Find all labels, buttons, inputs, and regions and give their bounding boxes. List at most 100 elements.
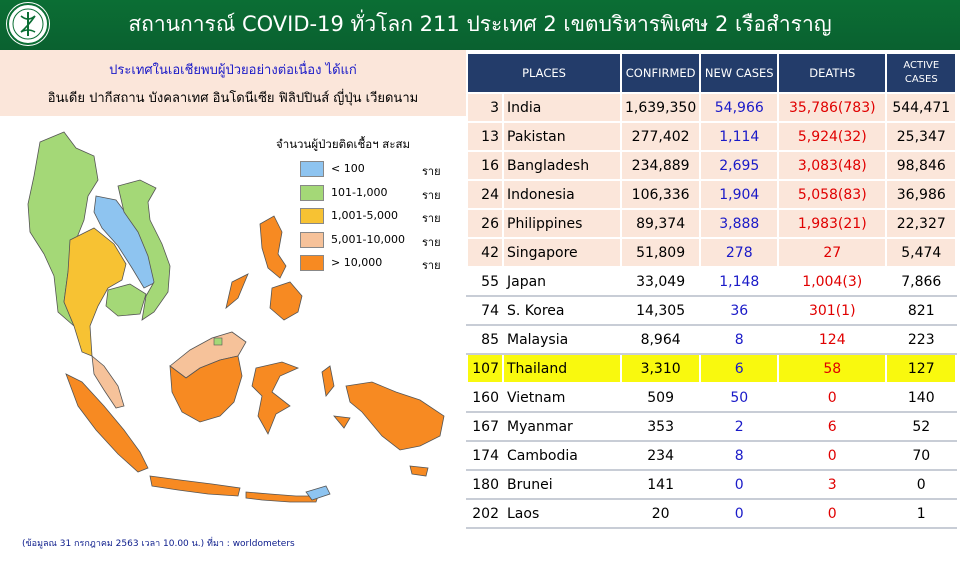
header-places: PLACES (466, 52, 622, 94)
table-row: 24 Indonesia 106,336 1,904 5,058(83) 36,986 (466, 179, 958, 210)
cell-confirmed: 106,336 (619, 179, 702, 210)
map-cambodia (105, 283, 147, 317)
legend-item: < 100 ราย (286, 159, 466, 183)
cell-rank: 16 (466, 150, 504, 181)
cell-deaths: 124 (777, 324, 888, 355)
legend-title: จำนวนผู้ป่วยติดเชื้อฯ สะสม (276, 137, 411, 151)
map-brunei (213, 337, 223, 346)
cell-place: Pakistan (502, 121, 622, 152)
cell-new-cases: 1,904 (699, 179, 780, 210)
cell-rank: 202 (466, 498, 504, 529)
cell-new-cases: 3,888 (699, 208, 780, 239)
cell-new-cases: 1,148 (699, 266, 780, 297)
legend-item: 101-1,000 ราย (286, 183, 466, 207)
map-timor-leste (305, 485, 331, 501)
header-confirmed: CONFIRMED (619, 52, 702, 94)
cell-deaths: 1,004(3) (777, 266, 888, 297)
cell-confirmed: 14,305 (619, 295, 702, 326)
cell-deaths: 1,983(21) (777, 208, 888, 239)
map-legend: จำนวนผู้ป่วยติดเชื้อฯ สะสม < 100 ราย 101… (276, 136, 466, 277)
cell-deaths: 6 (777, 411, 888, 442)
cell-new-cases: 36 (699, 295, 780, 326)
cell-active-cases: 0 (885, 469, 958, 500)
table-header-row: PLACES CONFIRMED NEW CASES DEATHS ACTIVE… (466, 52, 958, 94)
table-row: 74 S. Korea 14,305 36 301(1) 821 (466, 295, 958, 326)
cell-deaths: 5,058(83) (777, 179, 888, 210)
cell-place: Japan (502, 266, 622, 297)
cell-place: Philippines (502, 208, 622, 239)
cell-active-cases: 544,471 (885, 92, 958, 123)
cell-place: Myanmar (502, 411, 622, 442)
cell-active-cases: 7,866 (885, 266, 958, 297)
cell-active-cases: 25,347 (885, 121, 958, 152)
cell-place: Vietnam (502, 382, 622, 413)
cell-active-cases: 5,474 (885, 237, 958, 268)
cell-deaths: 3,083(48) (777, 150, 888, 181)
cell-new-cases: 278 (699, 237, 780, 268)
cell-confirmed: 234,889 (619, 150, 702, 181)
cell-rank: 174 (466, 440, 504, 471)
covid-cases-table: PLACES CONFIRMED NEW CASES DEATHS ACTIVE… (466, 52, 958, 529)
cell-active-cases: 98,846 (885, 150, 958, 181)
cell-confirmed: 141 (619, 469, 702, 500)
map-sulawesi (251, 361, 300, 435)
map-papua (345, 381, 445, 451)
intro-panel: ประเทศในเอเชียพบผู้ป่วยอย่างต่อเนื่อง ได… (0, 50, 466, 116)
table-row: 180 Brunei 141 0 3 0 (466, 469, 958, 500)
table-row: 13 Pakistan 277,402 1,114 5,924(32) 25,347 (466, 121, 958, 152)
cell-new-cases: 6 (699, 353, 780, 384)
table-row: 26 Philippines 89,374 3,888 1,983(21) 22,327 (466, 208, 958, 239)
cell-rank: 180 (466, 469, 504, 500)
table-row: 160 Vietnam 509 50 0 140 (466, 382, 958, 413)
cell-deaths: 27 (777, 237, 888, 268)
map-vietnam (117, 179, 171, 321)
cell-rank: 24 (466, 179, 504, 210)
cell-active-cases: 1 (885, 498, 958, 529)
map-sumatra (65, 373, 149, 473)
cell-active-cases: 821 (885, 295, 958, 326)
cell-new-cases: 8 (699, 440, 780, 471)
cell-deaths: 3 (777, 469, 888, 500)
cell-rank: 26 (466, 208, 504, 239)
cell-confirmed: 353 (619, 411, 702, 442)
cell-deaths: 0 (777, 440, 888, 471)
southeast-asia-map (27, 131, 445, 503)
ministry-logo-icon (6, 2, 50, 46)
cell-new-cases: 2 (699, 411, 780, 442)
cell-rank: 107 (466, 353, 504, 384)
cell-place: Bangladesh (502, 150, 622, 181)
cell-place: Malaysia (502, 324, 622, 355)
cell-deaths: 58 (777, 353, 888, 384)
cell-deaths: 301(1) (777, 295, 888, 326)
cell-confirmed: 33,049 (619, 266, 702, 297)
table-row: 174 Cambodia 234 8 0 70 (466, 440, 958, 471)
cell-deaths: 35,786(783) (777, 92, 888, 123)
cell-active-cases: 36,986 (885, 179, 958, 210)
intro-line-2: อินเดีย ปากีสถาน บังคลาเทศ อินโดนีเซีย ฟ… (47, 91, 419, 106)
cell-active-cases: 127 (885, 353, 958, 384)
cell-rank: 160 (466, 382, 504, 413)
table-row: 16 Bangladesh 234,889 2,695 3,083(48) 98,846 (466, 150, 958, 181)
table-row: 55 Japan 33,049 1,148 1,004(3) 7,866 (466, 266, 958, 297)
cell-confirmed: 20 (619, 498, 702, 529)
table-row: 107 Thailand 3,310 6 58 127 (466, 353, 958, 384)
cell-confirmed: 277,402 (619, 121, 702, 152)
cell-place: Singapore (502, 237, 622, 268)
cell-deaths: 5,924(32) (777, 121, 888, 152)
table-row: 42 Singapore 51,809 278 27 5,474 (466, 237, 958, 268)
table-row: 202 Laos 20 0 0 1 (466, 498, 958, 529)
cell-confirmed: 8,964 (619, 324, 702, 355)
cell-rank: 85 (466, 324, 504, 355)
cell-place: Laos (502, 498, 622, 529)
cell-confirmed: 89,374 (619, 208, 702, 239)
table-row: 85 Malaysia 8,964 8 124 223 (466, 324, 958, 355)
cell-active-cases: 52 (885, 411, 958, 442)
map-peninsular-malaysia (91, 355, 125, 409)
map-java (149, 475, 241, 497)
cell-confirmed: 1,639,350 (619, 92, 702, 123)
header-bar: สถานการณ์ COVID-19 ทั่วโลก 211 ประเทศ 2 … (0, 0, 960, 50)
cell-rank: 13 (466, 121, 504, 152)
cell-new-cases: 2,695 (699, 150, 780, 181)
cell-active-cases: 70 (885, 440, 958, 471)
cell-new-cases: 8 (699, 324, 780, 355)
